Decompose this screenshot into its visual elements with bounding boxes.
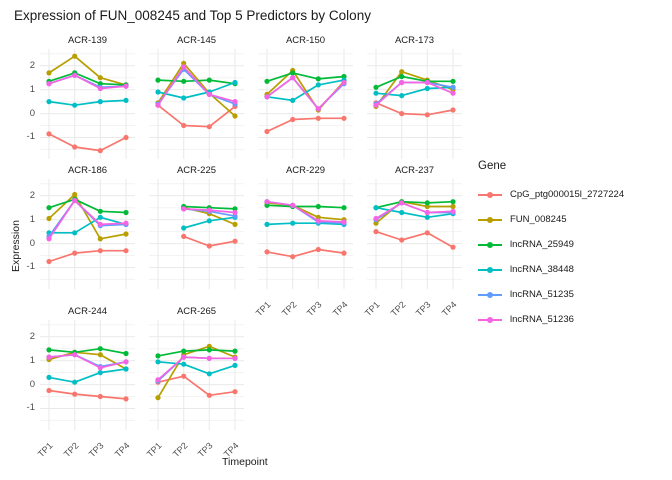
legend-line-dot-icon — [478, 289, 502, 301]
x-tick-label: TP3 — [196, 440, 215, 460]
legend-label: lncRNA_51236 — [510, 314, 574, 325]
x-tick-label: TP3 — [87, 440, 106, 460]
y-tick-label: 1 — [29, 354, 35, 366]
facet-ACR-186: ACR-186 2 1 0 -1 — [27, 165, 135, 315]
legend-label: lncRNA_38448 — [510, 264, 574, 275]
facet-title: ACR-225 — [176, 165, 217, 176]
x-tick-label: TP3 — [305, 299, 324, 319]
legend-item: CpG_ptg000015l_2727224 — [478, 182, 668, 207]
legend-item: lncRNA_51236 — [478, 307, 668, 332]
facet-ACR-244: ACR-244 2 1 0 -1 TP1 TP2 TP3 TP4 — [27, 306, 135, 459]
facet-ACR-139: ACR-139 2 1 0 -1 — [27, 35, 135, 185]
facet-panel — [258, 49, 353, 159]
legend-item: lncRNA_51235 — [478, 282, 668, 307]
page-title: Expression of FUN_008245 and Top 5 Predi… — [14, 8, 371, 23]
x-tick-label: TP4 — [439, 299, 459, 319]
y-tick-label: 1 — [29, 213, 35, 225]
facet-title: ACR-186 — [67, 165, 108, 176]
x-tick-label: TP1 — [362, 299, 382, 319]
legend-title: Gene — [478, 160, 507, 172]
facet-title: ACR-139 — [67, 35, 108, 46]
x-tick-label: TP1 — [253, 299, 273, 319]
y-tick-label: -1 — [26, 131, 35, 143]
y-tick-label: 2 — [29, 189, 35, 201]
y-axis-title: Expression — [10, 220, 22, 272]
y-tick-label: 2 — [29, 330, 35, 342]
legend-item: FUN_008245 — [478, 207, 668, 232]
facet-ACR-229: ACR-229 TP1 TP2 TP3 TP4 — [254, 165, 353, 318]
facet-panel — [258, 179, 353, 289]
facet-ACR-150: ACR-150 — [258, 35, 353, 185]
x-tick-label: TP4 — [330, 299, 350, 319]
y-tick-label: -1 — [26, 402, 35, 414]
legend-line-dot-icon — [478, 189, 502, 201]
legend-items: CpG_ptg000015l_2727224 FUN_008245 lncRNA_2… — [478, 182, 668, 332]
legend-line-dot-icon — [478, 264, 502, 276]
facet-panel — [40, 320, 135, 430]
legend-label: CpG_ptg000015l_2727224 — [510, 189, 625, 200]
legend-label: lncRNA_51235 — [510, 289, 574, 300]
x-tick-label: TP1 — [35, 440, 55, 460]
facet-title: ACR-150 — [285, 35, 326, 46]
x-tick-label: TP2 — [61, 440, 81, 460]
legend-label: FUN_008245 — [510, 214, 567, 225]
facet-panel — [40, 49, 135, 159]
x-tick-label: TP4 — [112, 440, 132, 460]
facet-ACR-265: ACR-265 TP1 TP2 TP3 TP4 — [145, 306, 244, 459]
legend-line-dot-icon — [478, 214, 502, 226]
y-tick-label: -1 — [26, 261, 35, 273]
y-tick-label: 0 — [29, 378, 35, 390]
legend-label: lncRNA_25949 — [510, 239, 574, 250]
facet-ACR-173: ACR-173 — [367, 35, 462, 185]
facet-ACR-145: ACR-145 — [149, 35, 244, 185]
legend-line-dot-icon — [478, 239, 502, 251]
facet-ACR-225: ACR-225 — [149, 165, 244, 315]
legend-item: lncRNA_25949 — [478, 232, 668, 257]
x-tick-label: TP2 — [170, 440, 190, 460]
facet-title: ACR-237 — [394, 165, 435, 176]
facet-title: ACR-145 — [176, 35, 217, 46]
x-tick-label: TP2 — [279, 299, 299, 319]
facet-panel — [149, 179, 244, 289]
facet-panel — [149, 320, 244, 430]
x-axis-title: Timepoint — [222, 456, 268, 468]
facet-panel — [40, 179, 135, 289]
x-tick-label: TP2 — [388, 299, 408, 319]
x-tick-label: TP1 — [144, 440, 164, 460]
facet-title: ACR-244 — [67, 306, 108, 317]
facet-ACR-237: ACR-237 TP1 TP2 TP3 TP4 — [363, 165, 462, 318]
y-tick-label: 1 — [29, 83, 35, 95]
legend-line-dot-icon — [478, 314, 502, 326]
y-tick-label: 0 — [29, 237, 35, 249]
facet-panel — [367, 49, 462, 159]
x-tick-label: TP3 — [414, 299, 433, 319]
facet-panel — [149, 49, 244, 159]
facet-title: ACR-229 — [285, 165, 326, 176]
facet-panel — [367, 179, 462, 289]
y-tick-label: 0 — [29, 107, 35, 119]
y-tick-label: 2 — [29, 59, 35, 71]
facet-title: ACR-265 — [176, 306, 217, 317]
facet-title: ACR-173 — [394, 35, 435, 46]
legend-item: lncRNA_38448 — [478, 257, 668, 282]
